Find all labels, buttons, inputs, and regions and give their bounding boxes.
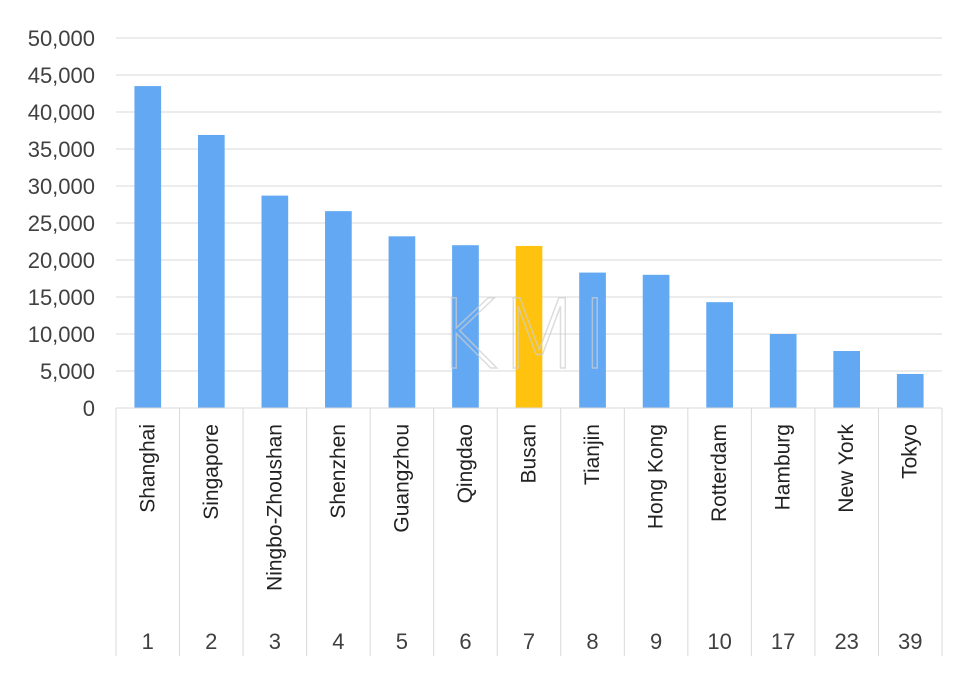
y-tick-label: 5,000 bbox=[40, 359, 95, 384]
y-tick-label: 40,000 bbox=[28, 100, 95, 125]
category-label: Qingdao bbox=[454, 424, 477, 503]
y-tick-label: 20,000 bbox=[28, 248, 95, 273]
category-label: Guangzhou bbox=[390, 424, 413, 533]
bars bbox=[134, 86, 924, 408]
bar-hong-kong bbox=[642, 274, 670, 408]
rank-label: 7 bbox=[523, 629, 535, 654]
y-tick-label: 35,000 bbox=[28, 137, 95, 162]
gridlines bbox=[116, 37, 942, 372]
bar-tianjin bbox=[579, 272, 606, 408]
y-tick-label: 15,000 bbox=[28, 285, 95, 310]
category-label: New York bbox=[835, 424, 858, 513]
rank-label: 2 bbox=[205, 629, 217, 654]
category-label: Singapore bbox=[200, 424, 223, 520]
rank-label: 4 bbox=[332, 629, 344, 654]
bar-shanghai bbox=[134, 86, 162, 408]
rank-label: 17 bbox=[771, 629, 795, 654]
rank-label: 3 bbox=[269, 629, 281, 654]
bar-busan bbox=[515, 245, 543, 408]
y-tick-label: 50,000 bbox=[28, 26, 95, 51]
bar-new-york bbox=[833, 351, 861, 408]
rank-label: 9 bbox=[650, 629, 662, 654]
bar-guangzhou bbox=[388, 236, 416, 408]
category-label: Shenzhen bbox=[327, 424, 350, 519]
bar-ningbo-zhoushan bbox=[261, 195, 289, 408]
category-label: Ningbo-Zhoushan bbox=[263, 424, 286, 591]
category-label: Shanghai bbox=[136, 424, 159, 513]
category-label: Tokyo bbox=[899, 424, 922, 479]
y-tick-label: 25,000 bbox=[28, 211, 95, 236]
bar-rotterdam bbox=[706, 302, 733, 408]
rank-labels: 1 2 3 4 5 6 7 8 9 10 17 23 39 bbox=[142, 629, 923, 654]
bar-qingdao bbox=[452, 245, 479, 408]
bar-singapore bbox=[197, 134, 225, 408]
bar-tokyo bbox=[896, 373, 924, 408]
category-label: Hamburg bbox=[772, 424, 795, 510]
category-label: Rotterdam bbox=[708, 424, 731, 522]
category-label: Hong Kong bbox=[645, 424, 668, 529]
y-tick-label: 30,000 bbox=[28, 174, 95, 199]
rank-label: 8 bbox=[586, 629, 598, 654]
bar-shenzhen bbox=[325, 211, 352, 408]
category-label: Busan bbox=[518, 424, 541, 484]
bar-hamburg bbox=[769, 334, 797, 408]
y-tick-label: 0 bbox=[83, 396, 95, 421]
rank-label: 10 bbox=[707, 629, 731, 654]
x-axis bbox=[115, 407, 943, 656]
y-axis-tick-labels: 0 5,000 10,000 15,000 20,000 25,000 30,000 35,0… bbox=[28, 26, 95, 421]
category-label: Tianjin bbox=[581, 424, 604, 485]
y-tick-label: 45,000 bbox=[28, 63, 95, 88]
rank-label: 39 bbox=[898, 629, 922, 654]
rank-label: 5 bbox=[396, 629, 408, 654]
watermark: KMI bbox=[435, 279, 609, 391]
rank-label: 23 bbox=[834, 629, 858, 654]
y-tick-label: 10,000 bbox=[28, 322, 95, 347]
rank-label: 1 bbox=[142, 629, 154, 654]
rank-label: 6 bbox=[459, 629, 471, 654]
category-labels: Shanghai Singapore Ningbo-Zhoushan Shenzhen… bbox=[136, 424, 921, 591]
